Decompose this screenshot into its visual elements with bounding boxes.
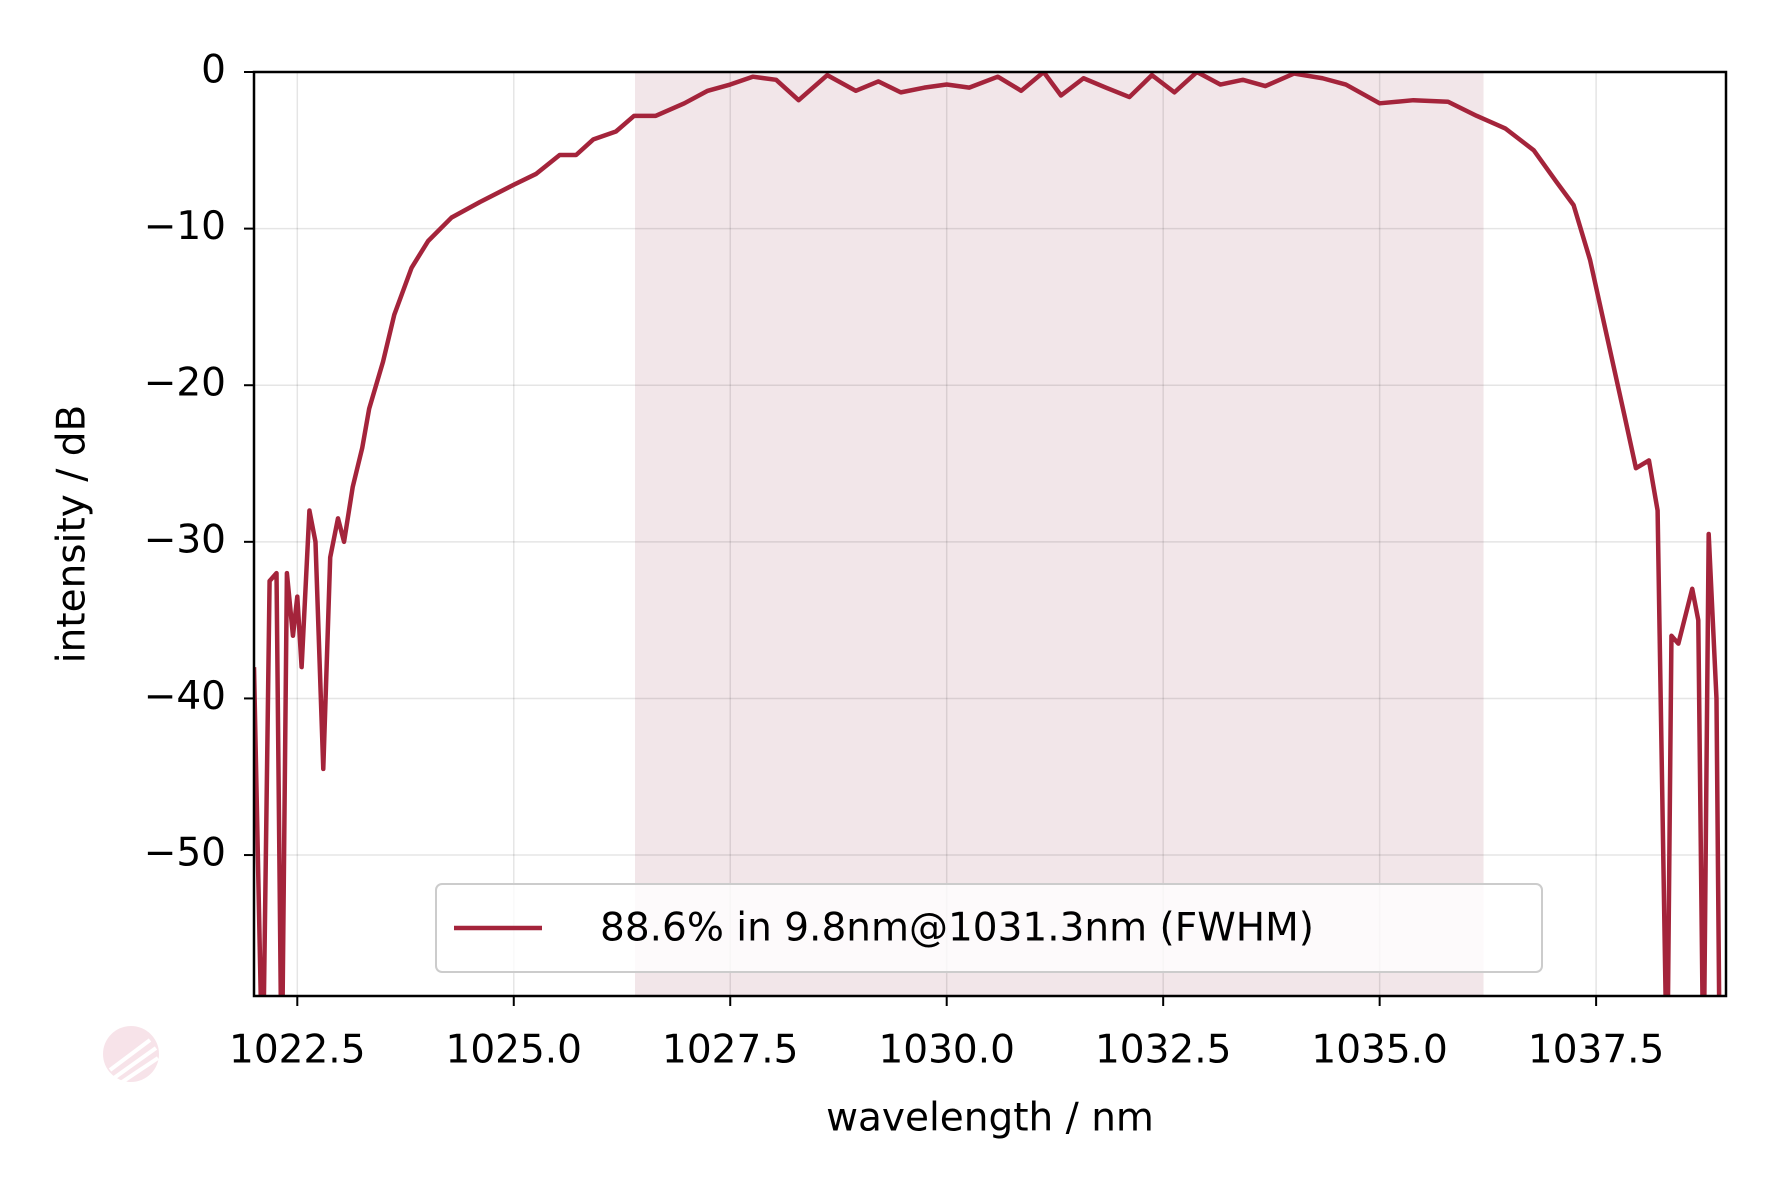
y-axis-label: intensity / dB xyxy=(50,405,95,664)
x-tick-label: 1022.5 xyxy=(229,1028,365,1073)
y-tick-label: −40 xyxy=(144,674,226,719)
fwhm-span xyxy=(634,72,1484,996)
y-tick-label: −10 xyxy=(144,204,226,249)
plot-frame xyxy=(252,70,1728,998)
x-tick-label: 1025.0 xyxy=(446,1028,582,1073)
y-tick-label: 0 xyxy=(201,48,226,93)
spectrum-line xyxy=(254,72,1722,996)
y-tick-label: −50 xyxy=(144,831,226,876)
y-tick-label: −20 xyxy=(144,361,226,406)
x-axis-label: wavelength / nm xyxy=(826,1096,1154,1141)
x-tick-label: 1032.5 xyxy=(1095,1028,1231,1073)
logo-stripes xyxy=(108,1038,160,1084)
watermark-logo xyxy=(103,1026,160,1084)
y-tick-label: −30 xyxy=(144,517,226,562)
x-tick-label: 1027.5 xyxy=(662,1028,798,1073)
legend-label: 88.6% in 9.8nm@1031.3nm (FWHM) xyxy=(600,906,1314,951)
x-tick-label: 1037.5 xyxy=(1528,1028,1664,1073)
x-tick-label: 1030.0 xyxy=(878,1028,1014,1073)
x-tick-label: 1035.0 xyxy=(1311,1028,1447,1073)
legend-box xyxy=(435,883,1543,973)
